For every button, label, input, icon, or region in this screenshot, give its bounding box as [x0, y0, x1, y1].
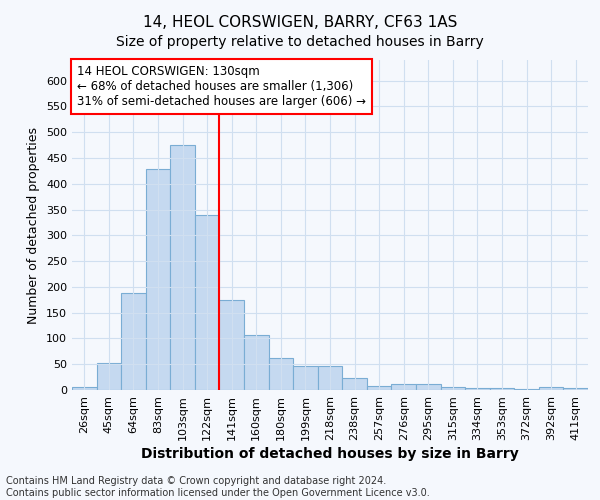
Bar	[440, 388, 465, 390]
Bar	[220, 300, 244, 390]
Bar	[318, 366, 342, 390]
Bar	[97, 363, 121, 390]
Bar	[367, 386, 391, 390]
Bar	[170, 145, 195, 390]
Bar	[269, 358, 293, 390]
Bar	[244, 335, 269, 390]
Bar	[490, 388, 514, 390]
Text: 14 HEOL CORSWIGEN: 130sqm
← 68% of detached houses are smaller (1,306)
31% of se: 14 HEOL CORSWIGEN: 130sqm ← 68% of detac…	[77, 65, 366, 108]
Bar	[514, 389, 539, 390]
Bar	[342, 378, 367, 390]
Bar	[391, 384, 416, 390]
Y-axis label: Number of detached properties: Number of detached properties	[28, 126, 40, 324]
Text: Contains HM Land Registry data © Crown copyright and database right 2024.
Contai: Contains HM Land Registry data © Crown c…	[6, 476, 430, 498]
Bar	[465, 388, 490, 390]
Bar	[539, 388, 563, 390]
Bar	[146, 170, 170, 390]
Bar	[72, 388, 97, 390]
X-axis label: Distribution of detached houses by size in Barry: Distribution of detached houses by size …	[141, 447, 519, 461]
Bar	[293, 366, 318, 390]
Text: 14, HEOL CORSWIGEN, BARRY, CF63 1AS: 14, HEOL CORSWIGEN, BARRY, CF63 1AS	[143, 15, 457, 30]
Bar	[195, 214, 220, 390]
Bar	[563, 388, 588, 390]
Text: Size of property relative to detached houses in Barry: Size of property relative to detached ho…	[116, 35, 484, 49]
Bar	[121, 293, 146, 390]
Bar	[416, 384, 440, 390]
